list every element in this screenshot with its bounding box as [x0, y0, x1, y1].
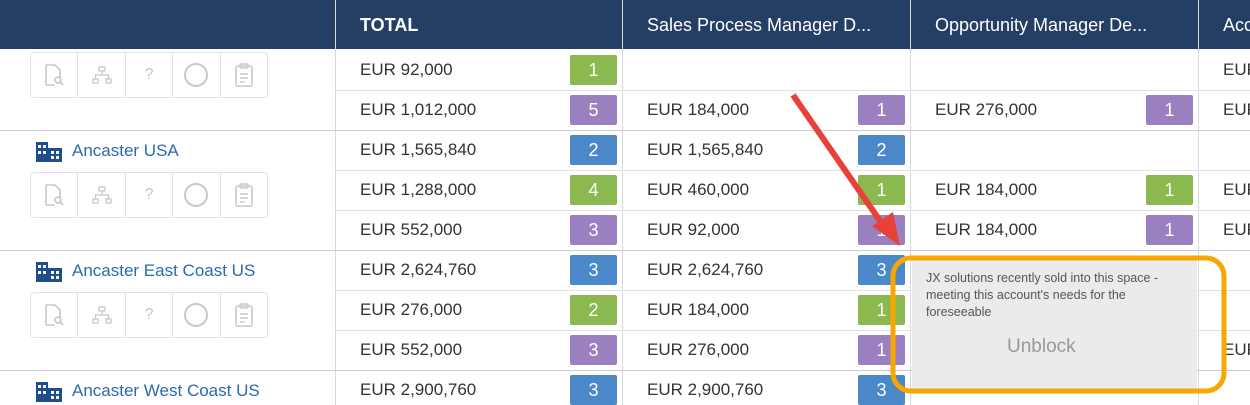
amount: EUR 2,900,760: [647, 380, 764, 399]
column-divider: [910, 0, 911, 405]
count-badge: 1: [858, 335, 905, 365]
action-bar: ?: [30, 52, 268, 98]
amount: EUR 92,000: [360, 60, 453, 79]
count-badge: 3: [570, 255, 617, 285]
arrow-shaft: [790, 93, 888, 230]
amount: EUR: [1223, 180, 1250, 199]
action-bar: ?: [30, 292, 268, 338]
amount: EUR 460,000: [647, 180, 750, 199]
row-border: [335, 170, 1250, 171]
action-bar: ?: [30, 172, 268, 218]
amount: EUR 276,000: [935, 100, 1038, 119]
amount: EUR 552,000: [360, 340, 463, 359]
amount: EUR 2,624,760: [360, 260, 477, 279]
amount: EUR 1,565,840: [647, 140, 764, 159]
count-badge: 2: [570, 295, 617, 325]
column-header: Acc: [1223, 15, 1250, 35]
action-icon[interactable]: [173, 53, 221, 97]
account-link[interactable]: Ancaster USA: [36, 140, 179, 162]
count-badge: 2: [570, 135, 617, 165]
arrow-head: [872, 212, 900, 246]
count-badge: 3: [570, 335, 617, 365]
action-icon[interactable]: [78, 53, 126, 97]
row-border: [335, 330, 1250, 331]
tooltip: JX solutions recently sold into this spa…: [912, 258, 1197, 391]
column-divider: [1198, 0, 1199, 405]
amount: EUR 184,000: [647, 100, 750, 119]
action-icon[interactable]: [221, 293, 267, 337]
action-icon[interactable]: [31, 53, 79, 97]
amount: EUR: [1223, 100, 1250, 119]
amount: EUR 552,000: [360, 220, 463, 239]
column-divider: [622, 0, 623, 405]
account-name: Ancaster West Coast US: [72, 381, 260, 400]
count-badge: 1: [858, 295, 905, 325]
amount: EUR: [1223, 60, 1250, 79]
count-badge: 5: [570, 95, 617, 125]
amount: EUR 184,000: [647, 300, 750, 319]
amount: EUR 2,900,760: [360, 380, 477, 399]
tooltip-text: JX solutions recently sold into this spa…: [926, 271, 1159, 316]
amount: EUR 2,624,760: [647, 260, 764, 279]
count-badge: 1: [570, 55, 617, 85]
account-link[interactable]: Ancaster East Coast US: [36, 260, 255, 282]
amount: EUR 1,288,000: [360, 180, 477, 199]
count-badge: 3: [858, 255, 905, 285]
row-border: [335, 90, 1250, 91]
account-name: Ancaster USA: [72, 141, 179, 160]
group-border: [0, 130, 1250, 131]
count-badge: 4: [570, 175, 617, 205]
building-icon: [36, 262, 62, 282]
action-icon[interactable]: [31, 293, 79, 337]
count-badge: 3: [858, 375, 905, 405]
action-icon[interactable]: [221, 173, 267, 217]
unblock-button[interactable]: Unblock: [1007, 336, 1076, 358]
count-badge: 2: [858, 135, 905, 165]
row-border: [335, 290, 1250, 291]
building-icon: [36, 142, 62, 162]
header-bar: [0, 0, 1250, 49]
action-icon[interactable]: ?: [126, 293, 174, 337]
count-badge: 3: [570, 215, 617, 245]
action-icon[interactable]: [221, 53, 267, 97]
group-border: [0, 370, 1250, 371]
column-header: TOTAL: [360, 15, 419, 35]
group-border: [0, 250, 1250, 251]
action-icon[interactable]: [31, 173, 79, 217]
count-badge: 3: [570, 375, 617, 405]
unblock-label: Unblock: [1007, 336, 1076, 357]
action-icon[interactable]: [173, 293, 221, 337]
action-icon[interactable]: [173, 173, 221, 217]
column-divider: [335, 0, 336, 405]
amount: EUR 1,012,000: [360, 100, 477, 119]
account-name: Ancaster East Coast US: [72, 261, 256, 280]
count-badge: 1: [1146, 215, 1193, 245]
building-icon: [36, 382, 62, 402]
amount: EUR 184,000: [935, 220, 1038, 239]
amount: EUR 276,000: [647, 340, 750, 359]
amount: EUR 184,000: [935, 180, 1038, 199]
action-icon[interactable]: ?: [126, 173, 174, 217]
column-header: Opportunity Manager De...: [935, 15, 1148, 35]
count-badge: 1: [1146, 95, 1193, 125]
highlight-box: [890, 255, 1227, 394]
amount: EUR: [1223, 220, 1250, 239]
amount: EUR 92,000: [647, 220, 740, 239]
row-border: [335, 210, 1250, 211]
column-header: Sales Process Manager D...: [647, 15, 872, 35]
action-icon[interactable]: [78, 173, 126, 217]
count-badge: 1: [858, 95, 905, 125]
amount: EUR: [1223, 340, 1250, 359]
action-icon[interactable]: ?: [126, 53, 174, 97]
amount: EUR 276,000: [360, 300, 463, 319]
amount: EUR 1,565,840: [360, 140, 477, 159]
account-link[interactable]: Ancaster West Coast US: [36, 380, 260, 402]
count-badge: 1: [1146, 175, 1193, 205]
action-icon[interactable]: [78, 293, 126, 337]
